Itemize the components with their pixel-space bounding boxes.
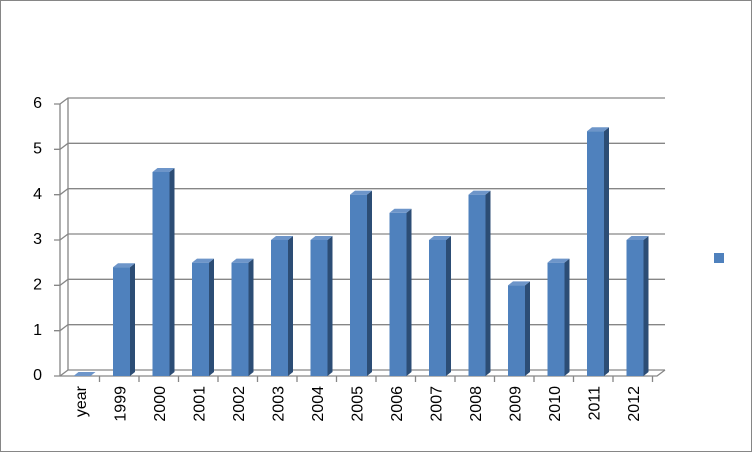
x-tick-label: 2001	[192, 386, 209, 422]
x-tick-label: 2002	[231, 386, 248, 422]
bar-side	[367, 190, 372, 376]
y-tick-label: 4	[33, 186, 42, 203]
bar-side	[525, 281, 530, 376]
y-tick-label: 2	[33, 277, 42, 294]
x-tick-label: 2008	[468, 386, 485, 422]
bar-top	[468, 190, 491, 195]
bar	[350, 194, 367, 376]
bar-side	[406, 208, 412, 376]
bar-top	[192, 258, 214, 263]
bar	[310, 240, 328, 376]
x-tick-label: year	[73, 385, 90, 417]
y-tick-label: 0	[33, 367, 42, 384]
bar	[152, 172, 170, 376]
bar-top	[73, 372, 96, 376]
bar-top	[350, 190, 372, 195]
bar-side	[130, 263, 135, 376]
bar	[231, 262, 249, 376]
bar	[429, 240, 446, 376]
x-tick-label: 1999	[113, 386, 130, 422]
x-tick-label: 2003	[271, 386, 288, 422]
x-tick-label: 2012	[626, 386, 643, 422]
bar-side	[446, 236, 451, 376]
bar	[626, 240, 644, 376]
bar-top	[231, 258, 254, 263]
bar-side	[564, 258, 570, 376]
x-tick-label: 2011	[587, 386, 604, 421]
x-tick-label: 2000	[152, 386, 169, 422]
bar-side	[604, 127, 609, 376]
bar-top	[113, 263, 135, 268]
bar	[192, 262, 209, 376]
floor-edge	[60, 369, 666, 377]
y-tick-label: 3	[33, 231, 42, 248]
bar-side	[485, 190, 491, 376]
bar-top	[508, 281, 530, 286]
bar-top	[547, 258, 570, 263]
x-tick-label: 2004	[310, 386, 327, 422]
x-tick-label: 2009	[508, 386, 525, 422]
bar	[547, 262, 565, 376]
bar-side	[327, 236, 333, 376]
grid-line	[54, 142, 665, 150]
x-tick-label: 2005	[350, 386, 367, 422]
grid-line	[54, 97, 665, 105]
bar-top	[152, 168, 175, 172]
x-tick-label: 2007	[429, 386, 446, 422]
bar-top	[587, 127, 609, 132]
y-tick-label: 5	[33, 141, 42, 158]
y-tick-label: 1	[33, 322, 42, 339]
bar	[587, 131, 604, 376]
x-tick-label: 2006	[389, 386, 406, 422]
bar-side	[288, 236, 293, 376]
bar	[271, 240, 288, 376]
bar-side	[209, 258, 214, 376]
bar	[389, 212, 407, 376]
x-tick-label: 2010	[547, 386, 564, 422]
bar	[468, 194, 486, 376]
bar-top	[271, 236, 293, 240]
y-tick-label: 6	[33, 95, 42, 112]
bar	[508, 285, 525, 376]
grid-line	[54, 188, 665, 196]
legend-marker	[714, 253, 724, 263]
bar-side	[169, 168, 175, 376]
bar-side	[248, 258, 254, 376]
bar-top	[626, 236, 649, 240]
bar-side	[643, 236, 649, 376]
bar-top	[389, 208, 412, 213]
bar	[113, 267, 130, 376]
bar-top	[310, 236, 333, 240]
bar-top	[429, 236, 451, 240]
